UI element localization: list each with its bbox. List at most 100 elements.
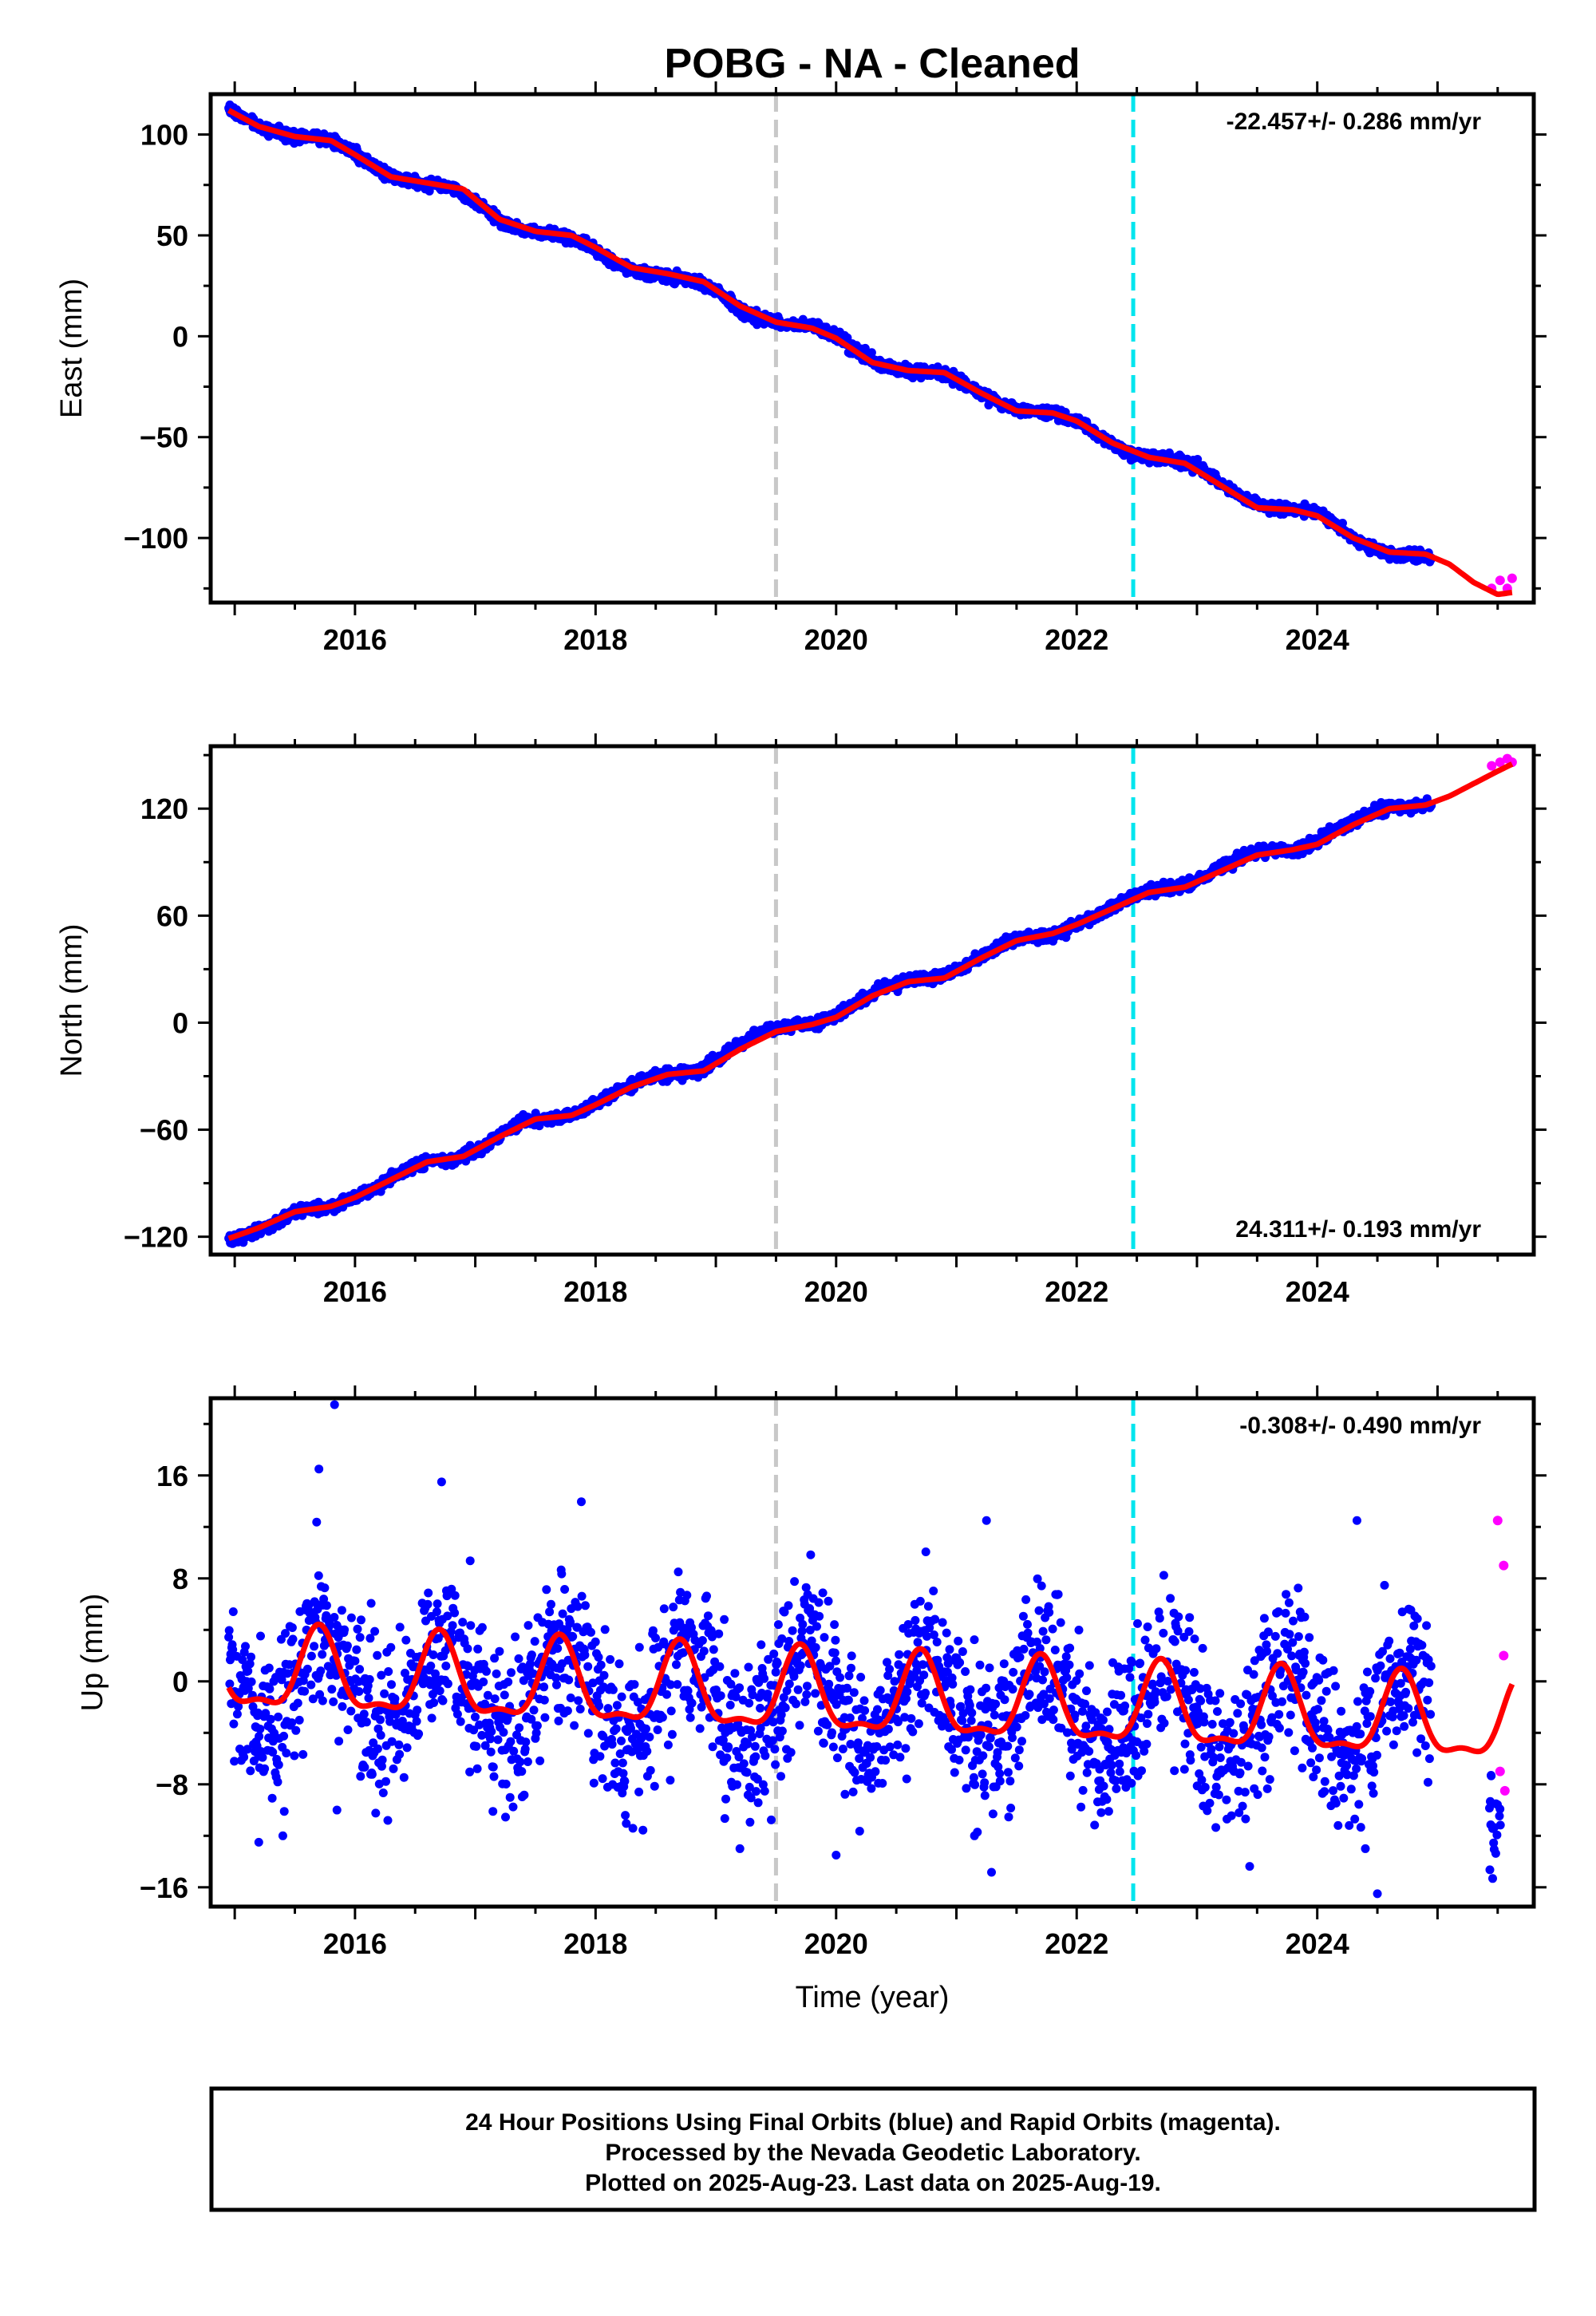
up-final-point: [346, 1613, 356, 1622]
up-final-point: [306, 1680, 316, 1690]
up-final-point: [316, 1666, 326, 1676]
up-final-point: [367, 1769, 377, 1779]
up-final-point: [241, 1642, 250, 1651]
up-final-point: [376, 1730, 385, 1740]
up-final-point: [340, 1625, 350, 1634]
up-final-point: [395, 1622, 405, 1632]
up-final-point: [389, 1764, 398, 1773]
up-final-point: [366, 1599, 376, 1608]
up-final-point: [266, 1714, 275, 1724]
up-final-point: [378, 1788, 388, 1797]
figure-title: POBG - NA - Cleaned: [664, 41, 1080, 87]
east-y-tick-label: 50: [156, 219, 188, 252]
up-final-point: [298, 1749, 308, 1759]
up-final-point: [395, 1749, 405, 1759]
east-y-axis-label: East (mm): [55, 279, 89, 418]
up-final-point: [322, 1601, 331, 1611]
up-final-point: [370, 1626, 380, 1636]
up-final-point: [224, 1626, 234, 1635]
up-final-point: [287, 1623, 297, 1632]
north-y-tick-label: 60: [156, 899, 188, 932]
up-final-point: [355, 1633, 365, 1642]
north-y-tick-label: −60: [140, 1114, 188, 1147]
up-final-point: [232, 1709, 242, 1719]
up-final-point: [300, 1686, 310, 1696]
up-final-point: [320, 1583, 330, 1593]
up-final-point: [318, 1650, 327, 1659]
up-final-point: [414, 1729, 424, 1738]
north-x-tick-label: 2024: [1286, 1275, 1349, 1308]
up-final-point: [371, 1808, 381, 1818]
up-final-point: [310, 1642, 319, 1651]
east-data: [224, 100, 1517, 598]
up-final-point: [279, 1807, 289, 1816]
up-final-point: [365, 1674, 374, 1684]
north-x-tick-label: 2022: [1045, 1275, 1108, 1308]
up-final-point: [352, 1645, 361, 1654]
up-final-point: [274, 1760, 283, 1769]
up-final-point: [342, 1641, 352, 1650]
up-final-point: [359, 1709, 369, 1719]
east-rate-label: -22.457+/- 0.286 mm/yr: [1227, 109, 1482, 135]
up-final-point: [294, 1715, 304, 1725]
up-final-point: [343, 1725, 353, 1734]
up-final-point: [282, 1749, 291, 1758]
north-y-tick-label: 120: [140, 792, 188, 825]
up-final-point: [435, 1686, 444, 1696]
up-final-point: [384, 1667, 393, 1676]
up-final-point: [399, 1773, 409, 1782]
east-x-tick-label: 2024: [1286, 623, 1349, 656]
east-x-tick-label: 2020: [804, 623, 868, 656]
up-final-point: [350, 1656, 360, 1666]
up-final-point: [432, 1607, 441, 1617]
up-final-point: [413, 1705, 422, 1715]
up-final-point: [273, 1777, 282, 1787]
up-final-point: [364, 1694, 373, 1703]
up-final-point: [429, 1698, 439, 1707]
up-final-point: [429, 1650, 438, 1659]
up-final-point: [255, 1732, 264, 1741]
up-final-point: [354, 1687, 364, 1696]
east-rapid-point: [1507, 573, 1517, 583]
up-final-point: [426, 1662, 436, 1670]
up-final-point: [312, 1517, 322, 1527]
up-final-point: [394, 1740, 404, 1749]
east-y-tick-label: 100: [140, 119, 188, 152]
up-final-point: [380, 1689, 389, 1698]
up-final-point: [357, 1615, 365, 1625]
up-final-point: [337, 1606, 346, 1615]
up-final-point: [383, 1816, 393, 1825]
up-final-point: [274, 1712, 283, 1721]
up-final-point: [256, 1631, 265, 1641]
up-final-point: [247, 1677, 256, 1686]
up-final-point: [353, 1624, 362, 1634]
north-x-tick-label: 2018: [563, 1275, 627, 1308]
up-final-point: [390, 1694, 400, 1703]
up-final-point: [387, 1680, 396, 1690]
north-x-tick-label: 2020: [804, 1275, 868, 1308]
north-x-tick-label: 2016: [323, 1275, 387, 1308]
up-final-point: [373, 1650, 382, 1660]
up-final-point: [373, 1744, 382, 1753]
north-rapid-point: [1487, 761, 1497, 771]
east-x-tick-label: 2022: [1045, 623, 1108, 656]
up-final-point: [401, 1635, 411, 1645]
north-y-tick-label: 0: [172, 1006, 188, 1039]
up-final-point: [361, 1717, 371, 1727]
up-final-point: [423, 1599, 433, 1609]
east-final-point: [1338, 519, 1347, 528]
up-final-point: [338, 1701, 347, 1711]
up-final-point: [239, 1753, 249, 1762]
north-rate-label: 24.311+/- 0.193 mm/yr: [1235, 1216, 1481, 1243]
up-final-point: [287, 1718, 297, 1728]
east-y-tick-label: −100: [124, 522, 188, 555]
up-final-point: [264, 1663, 274, 1673]
up-final-point: [402, 1743, 412, 1753]
up-final-point: [246, 1766, 255, 1776]
north-y-tick-label: −120: [124, 1221, 188, 1254]
up-final-point: [360, 1762, 369, 1772]
up-final-point: [279, 1731, 289, 1741]
up-final-point: [381, 1777, 390, 1786]
up-final-point: [334, 1737, 344, 1746]
